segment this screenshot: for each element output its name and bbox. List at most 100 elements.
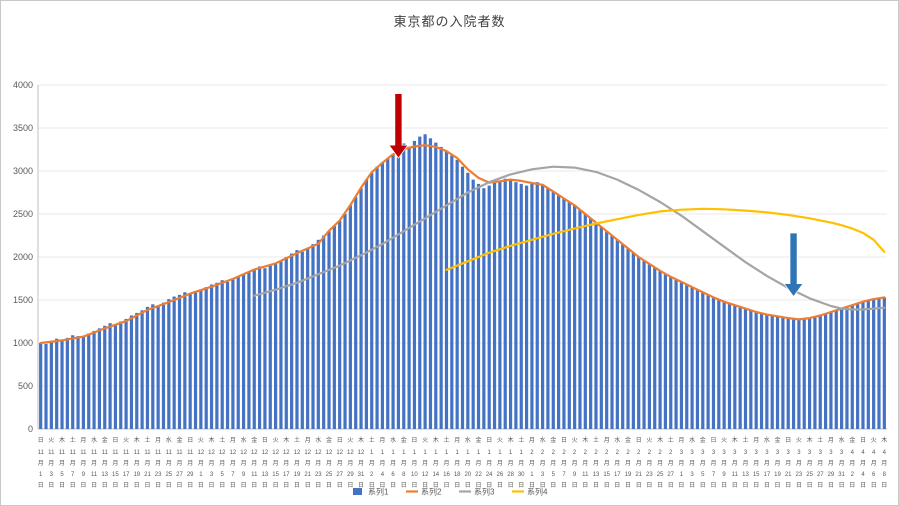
svg-text:7: 7: [71, 472, 75, 478]
svg-text:日: 日: [454, 482, 460, 489]
svg-text:日: 日: [710, 482, 716, 489]
svg-text:日: 日: [860, 437, 866, 444]
svg-text:月: 月: [807, 460, 813, 467]
svg-text:25: 25: [657, 472, 664, 478]
svg-text:29: 29: [828, 472, 835, 478]
svg-text:3: 3: [797, 450, 801, 456]
svg-text:日: 日: [689, 482, 695, 489]
svg-text:水: 水: [839, 436, 845, 444]
svg-text:1: 1: [456, 450, 460, 456]
svg-text:4: 4: [861, 450, 865, 456]
svg-text:月: 月: [155, 437, 161, 444]
svg-text:20: 20: [464, 472, 471, 478]
svg-text:火: 火: [273, 437, 279, 444]
svg-text:木: 木: [807, 436, 813, 444]
svg-text:月: 月: [273, 460, 279, 467]
svg-text:27: 27: [176, 472, 183, 478]
svg-text:月: 月: [337, 460, 343, 467]
svg-text:15: 15: [753, 472, 760, 478]
svg-text:日: 日: [251, 482, 257, 489]
svg-text:17: 17: [764, 472, 771, 478]
svg-text:月: 月: [390, 460, 396, 467]
svg-text:月: 月: [454, 437, 460, 444]
svg-text:2: 2: [573, 450, 577, 456]
svg-text:12: 12: [240, 450, 247, 456]
svg-text:12: 12: [272, 450, 279, 456]
svg-text:月: 月: [358, 460, 364, 467]
svg-text:月: 月: [91, 460, 97, 467]
svg-text:日: 日: [881, 482, 887, 489]
svg-text:金: 金: [475, 436, 481, 444]
svg-text:23: 23: [796, 472, 803, 478]
svg-text:日: 日: [860, 482, 866, 489]
svg-text:月: 月: [593, 460, 599, 467]
svg-text:月: 月: [796, 460, 802, 467]
svg-text:木: 木: [283, 436, 289, 444]
svg-text:3: 3: [776, 450, 780, 456]
svg-text:月: 月: [38, 460, 44, 467]
svg-text:3: 3: [722, 450, 726, 456]
svg-text:月: 月: [422, 460, 428, 467]
svg-text:月: 月: [369, 460, 375, 467]
svg-text:27: 27: [336, 472, 343, 478]
svg-text:月: 月: [860, 460, 866, 467]
svg-text:23: 23: [155, 472, 162, 478]
svg-text:月: 月: [80, 460, 86, 467]
svg-text:月: 月: [123, 460, 129, 467]
svg-text:木: 木: [508, 436, 514, 444]
svg-text:12: 12: [422, 472, 429, 478]
svg-text:日: 日: [753, 482, 759, 489]
svg-text:月: 月: [294, 460, 300, 467]
svg-text:火: 火: [721, 437, 727, 444]
svg-text:7: 7: [712, 472, 716, 478]
svg-text:1: 1: [530, 472, 534, 478]
svg-text:3: 3: [680, 450, 684, 456]
svg-text:12: 12: [326, 450, 333, 456]
line-series2: [39, 144, 886, 345]
svg-text:月: 月: [625, 460, 631, 467]
svg-text:4: 4: [861, 472, 865, 478]
svg-text:3: 3: [765, 450, 769, 456]
svg-text:日: 日: [732, 482, 738, 489]
line-series4: [445, 207, 886, 271]
svg-text:11: 11: [123, 450, 130, 456]
svg-text:11: 11: [134, 450, 141, 456]
svg-text:13: 13: [742, 472, 749, 478]
svg-text:3: 3: [733, 450, 737, 456]
svg-text:月: 月: [849, 460, 855, 467]
svg-text:月: 月: [529, 437, 535, 444]
svg-text:日: 日: [774, 482, 780, 489]
svg-text:17: 17: [123, 472, 130, 478]
svg-text:月: 月: [219, 460, 225, 467]
svg-text:月: 月: [540, 460, 546, 467]
svg-text:月: 月: [379, 460, 385, 467]
svg-text:月: 月: [198, 460, 204, 467]
svg-text:日: 日: [764, 482, 770, 489]
svg-text:日: 日: [742, 482, 748, 489]
svg-text:土: 土: [294, 436, 300, 444]
svg-text:2: 2: [658, 450, 662, 456]
svg-text:月: 月: [411, 460, 417, 467]
svg-text:日: 日: [700, 482, 706, 489]
svg-text:日: 日: [443, 482, 449, 489]
svg-text:日: 日: [358, 482, 364, 489]
svg-text:月: 月: [230, 460, 236, 467]
svg-text:12: 12: [283, 450, 290, 456]
svg-text:月: 月: [454, 460, 460, 467]
svg-text:月: 月: [561, 460, 567, 467]
svg-text:7: 7: [231, 472, 235, 478]
svg-text:金: 金: [550, 436, 556, 444]
svg-text:2: 2: [648, 450, 652, 456]
svg-text:日: 日: [326, 482, 332, 489]
svg-text:土: 土: [817, 436, 823, 444]
svg-text:11: 11: [251, 472, 258, 478]
svg-text:日: 日: [497, 482, 503, 489]
svg-text:3: 3: [210, 472, 214, 478]
svg-text:11: 11: [80, 450, 87, 456]
svg-text:3: 3: [755, 450, 759, 456]
svg-text:月: 月: [283, 460, 289, 467]
y-axis-label: 4000: [13, 80, 33, 90]
svg-text:15: 15: [272, 472, 279, 478]
svg-text:月: 月: [497, 460, 503, 467]
